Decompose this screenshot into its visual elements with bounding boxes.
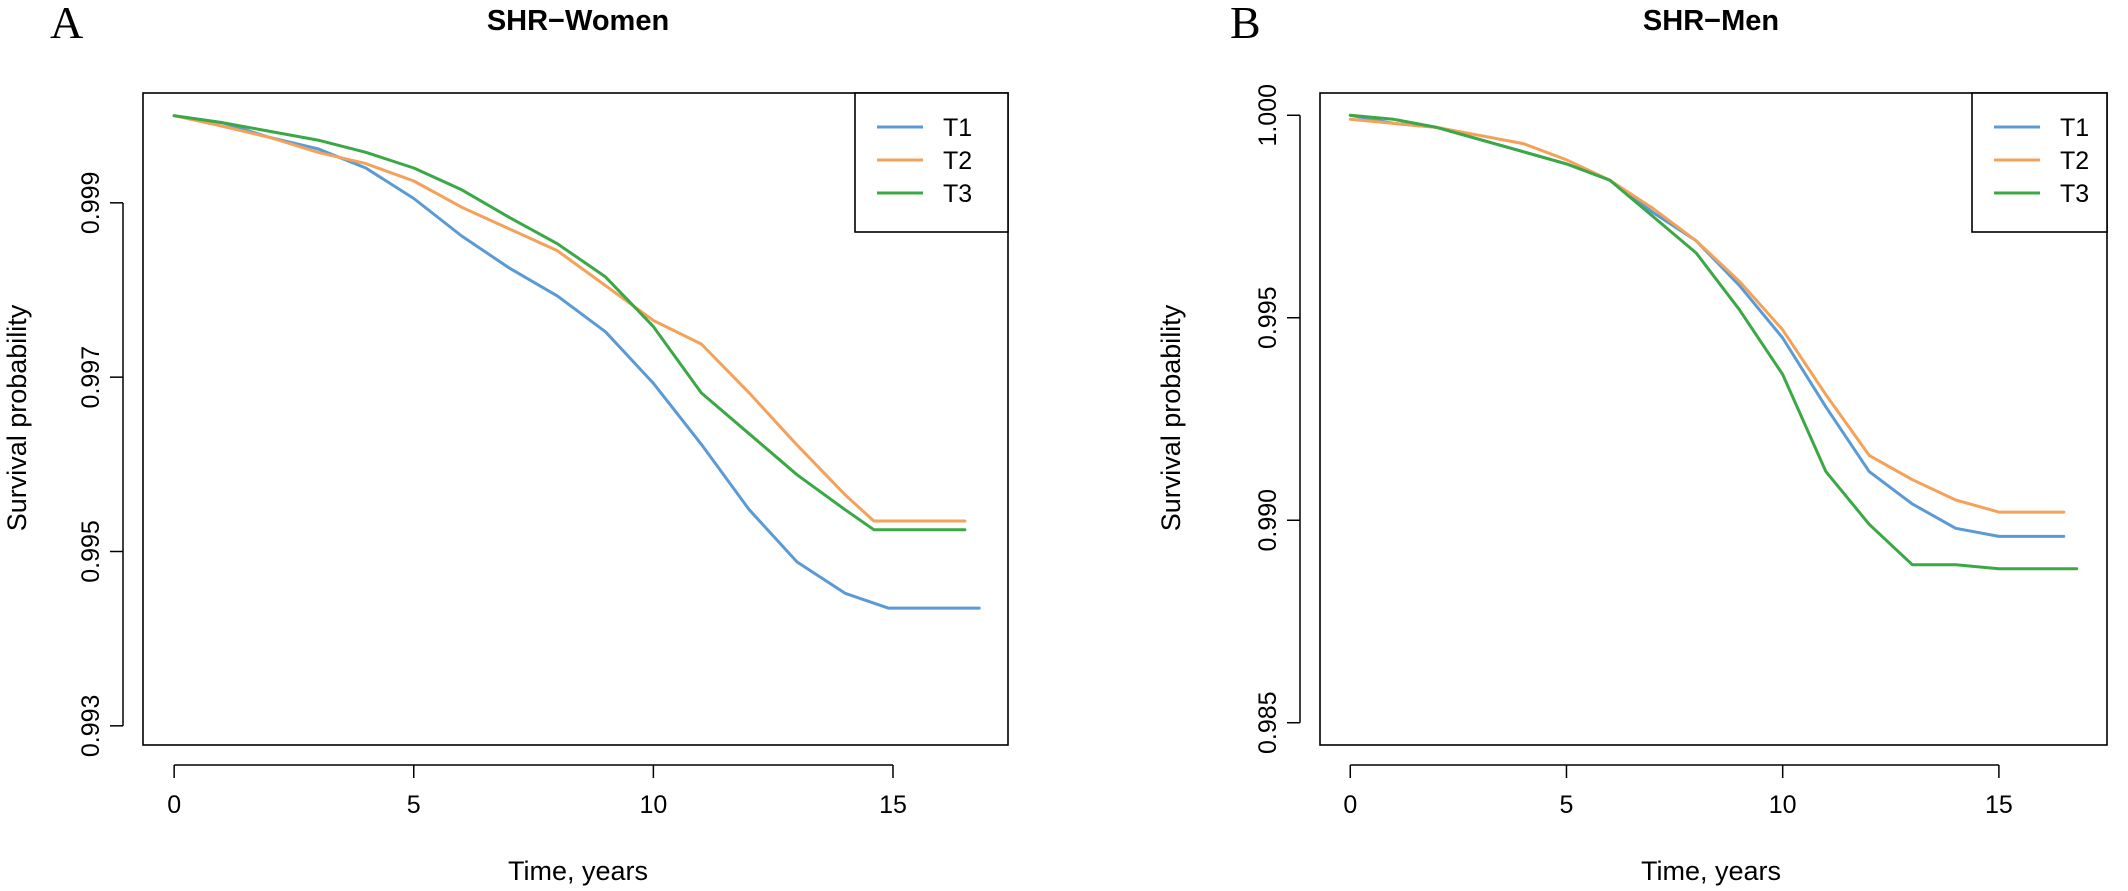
legend-men: T1 T2 T3 [1971, 92, 2108, 233]
y-tick-label: 0.999 [77, 172, 105, 235]
y-tick-label: 1.000 [1254, 84, 1282, 147]
y-axis-title-men: Survival probability [1156, 304, 1186, 531]
y-tick-label: 0.995 [1254, 286, 1282, 349]
plot-frame-women [142, 92, 1009, 746]
x-tick-label: 15 [879, 791, 907, 819]
x-tick-label: 0 [167, 791, 181, 819]
panel-letter-a: A [50, 0, 83, 48]
legend-box [854, 92, 1009, 233]
legend-label-t2: T2 [943, 147, 972, 175]
series-line-t1 [172, 114, 981, 610]
legend-label-t1: T1 [2060, 114, 2089, 142]
x-axis-title-women: Time, years [508, 856, 648, 886]
panel-a: A SHR−Women 0 5 10 15 0.993 0.995 0.997 0.999 T1… [2, 0, 1009, 886]
x-tick-label: 10 [1769, 791, 1797, 819]
plot-frame-men [1319, 92, 2108, 746]
chart-title-men: SHR−Men [1643, 5, 1779, 37]
y-tick-label: 0.990 [1254, 489, 1282, 552]
y-tick-label: 0.985 [1254, 691, 1282, 754]
legend-label-t3: T3 [2060, 180, 2089, 208]
chart-title-women: SHR−Women [487, 5, 669, 37]
x-tick-label: 15 [1985, 791, 2013, 819]
series-line-t1 [1348, 113, 2066, 538]
y-axis-title-women: Survival probability [2, 304, 32, 531]
series-line-t2 [172, 114, 967, 523]
legend-label-t2: T2 [2060, 147, 2089, 175]
plot-area-women: 0 5 10 15 0.993 0.995 0.997 0.999 T1 T2 T3 [77, 92, 1009, 819]
series-line-t3 [172, 114, 967, 532]
series-line-t2 [1348, 117, 2066, 514]
x-tick-label: 5 [1560, 791, 1574, 819]
x-tick-label: 5 [407, 791, 421, 819]
panel-letter-b: B [1230, 0, 1261, 48]
x-axis-title-men: Time, years [1641, 856, 1781, 886]
series-line-t3 [1348, 113, 2079, 571]
legend-box [1971, 92, 2108, 233]
x-tick-label: 10 [639, 791, 667, 819]
panel-b: B SHR−Men 0 5 10 15 0.985 0.990 0.995 1.000 T1 T2… [1156, 0, 2108, 886]
plot-area-men: 0 5 10 15 0.985 0.990 0.995 1.000 T1 T2 T3 [1254, 84, 2108, 819]
legend-label-t1: T1 [943, 114, 972, 142]
legend-label-t3: T3 [943, 180, 972, 208]
x-tick-label: 0 [1343, 791, 1357, 819]
y-tick-label: 0.995 [77, 520, 105, 583]
legend-women: T1 T2 T3 [854, 92, 1009, 233]
y-tick-label: 0.993 [77, 695, 105, 758]
y-tick-label: 0.997 [77, 346, 105, 409]
